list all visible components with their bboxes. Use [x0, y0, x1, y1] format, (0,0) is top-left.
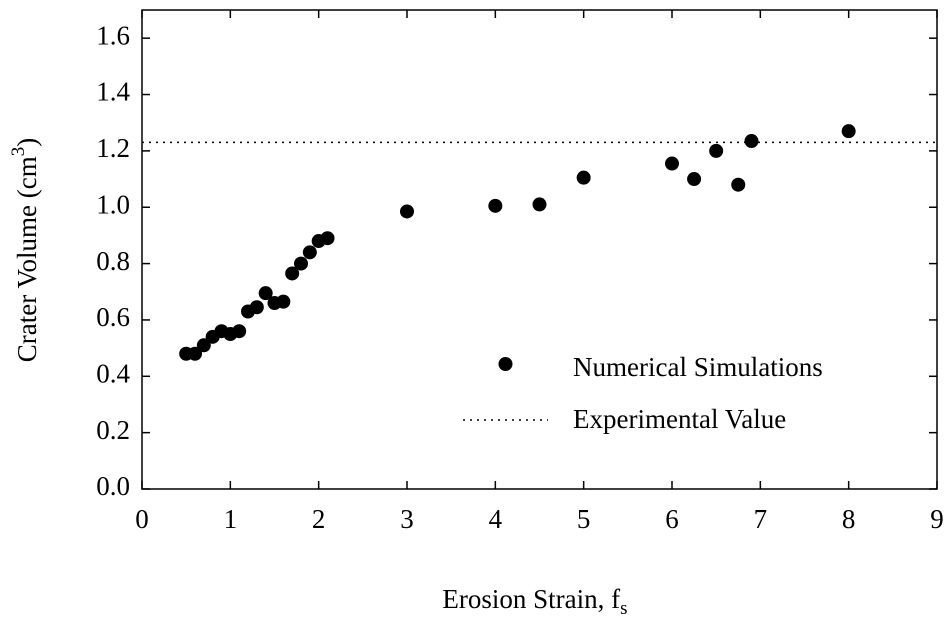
- data-point: [532, 197, 547, 212]
- y-tick-label: 1.0: [96, 189, 130, 219]
- x-tick-label: 2: [312, 504, 326, 534]
- x-label-sub: s: [620, 598, 627, 619]
- y-tick-label: 0.2: [96, 415, 130, 445]
- data-point: [276, 294, 291, 309]
- plot-frame: [141, 9, 938, 490]
- data-point: [841, 124, 856, 139]
- y-axis-label: Crater Volume (cm3): [8, 138, 42, 362]
- data-point: [232, 324, 247, 339]
- x-tick-label: 5: [577, 504, 591, 534]
- legend-marker: [498, 357, 513, 371]
- data-point: [687, 172, 702, 187]
- data-point: [400, 204, 414, 219]
- y-tick-label: 1.2: [96, 133, 130, 163]
- legend-label: Experimental Value: [573, 404, 786, 434]
- y-tick-label: 0.6: [96, 302, 130, 332]
- x-tick-label: 7: [754, 504, 768, 534]
- x-tick-label: 6: [665, 504, 679, 534]
- data-point: [196, 338, 211, 353]
- x-tick-label: 3: [400, 504, 414, 534]
- data-point: [709, 143, 724, 158]
- y-label-sup: 3: [8, 147, 29, 157]
- y-tick-label: 1.6: [96, 20, 130, 50]
- x-axis-label: Erosion Strain, fs: [442, 584, 627, 619]
- legend-label: Numerical Simulations: [573, 352, 823, 382]
- x-tick-label: 1: [224, 504, 238, 534]
- y-tick-label: 0.8: [96, 246, 130, 276]
- data-point: [249, 300, 264, 315]
- x-tick-label: 9: [930, 504, 944, 534]
- data-point: [188, 346, 202, 361]
- x-label-text: Erosion Strain, f: [442, 584, 620, 614]
- data-point: [665, 156, 679, 171]
- data-point: [258, 286, 273, 301]
- x-tick-label: 4: [489, 504, 503, 534]
- data-point: [320, 231, 335, 246]
- data-point: [731, 177, 746, 192]
- x-tick-label: 0: [135, 504, 149, 534]
- data-point: [488, 198, 503, 213]
- data-point: [576, 170, 591, 185]
- data-point: [302, 245, 317, 260]
- y-tick-label: 0.0: [96, 471, 130, 501]
- data-point: [294, 256, 308, 271]
- data-point: [744, 134, 759, 149]
- data-point: [285, 266, 300, 281]
- y-label-end: ): [12, 138, 42, 147]
- y-tick-label: 1.4: [96, 77, 130, 107]
- y-tick-label: 0.4: [96, 358, 130, 388]
- x-tick-label: 8: [842, 504, 856, 534]
- y-label-text: Crater Volume (cm: [12, 156, 42, 362]
